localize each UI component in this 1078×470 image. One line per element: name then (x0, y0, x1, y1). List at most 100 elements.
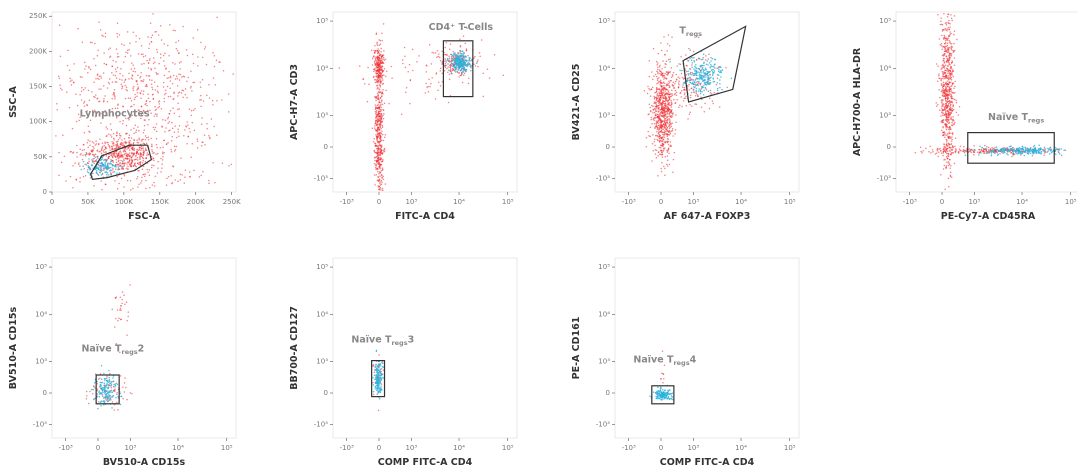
event-dot (184, 88, 187, 90)
event-dot (445, 42, 448, 44)
event-dot (685, 54, 687, 56)
event-dot (133, 159, 136, 161)
event-dot (698, 68, 701, 71)
event-dot (115, 161, 118, 164)
event-dot (213, 125, 215, 128)
event-dot (105, 151, 107, 153)
event-dot (104, 95, 106, 97)
event-dot (116, 134, 118, 137)
event-dot (652, 47, 655, 50)
event-dot (144, 160, 147, 163)
event-dot (653, 138, 656, 141)
event-dot (474, 55, 476, 58)
event-dot (120, 43, 123, 45)
event-dot (154, 61, 156, 63)
event-dot (147, 75, 150, 77)
event-dot (201, 117, 203, 119)
event-dot (380, 132, 383, 135)
event-dot (56, 108, 59, 111)
event-dot (1015, 153, 1017, 155)
event-dot (376, 87, 378, 90)
event-dot (91, 153, 94, 156)
event-dot (142, 173, 144, 176)
event-dot (666, 159, 669, 161)
event-dot (379, 134, 381, 137)
event-dot (462, 54, 465, 56)
event-dot (943, 57, 945, 60)
event-dot (676, 98, 678, 101)
event-dot (178, 115, 181, 118)
event-dot (79, 76, 82, 78)
event-dot (375, 130, 378, 132)
event-dot (194, 107, 196, 110)
event-dot (151, 34, 154, 37)
event-dot (951, 133, 954, 136)
event-dot (381, 181, 383, 183)
event-dot (110, 129, 113, 131)
event-dot (156, 48, 158, 51)
event-dot (143, 129, 145, 131)
event-dot (146, 152, 149, 154)
event-dot (658, 124, 660, 127)
event-dot (657, 155, 659, 157)
event-dot (950, 47, 952, 50)
event-dot (665, 78, 668, 80)
event-dot (953, 123, 955, 125)
event-dot (712, 80, 715, 83)
event-dot (152, 126, 155, 129)
event-dot (210, 118, 213, 120)
event-dot (133, 163, 136, 165)
event-dot (153, 164, 155, 167)
event-dot (381, 133, 384, 136)
event-dot (110, 134, 112, 136)
event-dot (667, 101, 669, 104)
event-dot (140, 180, 143, 182)
event-dot (941, 129, 943, 132)
event-dot (101, 158, 103, 160)
event-dot (695, 67, 697, 69)
y-tick-label: 200K (29, 47, 47, 55)
event-dot (140, 80, 142, 82)
event-dot (951, 46, 954, 48)
event-dot (669, 110, 671, 113)
x-axis-label: AF 647-A FOXP3 (664, 211, 751, 222)
event-dot (144, 85, 147, 87)
event-dot (106, 167, 109, 170)
event-dot (73, 82, 75, 84)
event-dot (656, 138, 658, 141)
event-dot (680, 56, 682, 58)
event-dot (121, 167, 123, 170)
event-dot (947, 110, 949, 112)
x-tick-label: -10³ (903, 198, 917, 206)
event-dot (1001, 150, 1003, 152)
event-dot (932, 150, 934, 153)
event-dot (164, 93, 166, 96)
event-dot (120, 135, 122, 137)
event-dot (378, 124, 381, 127)
event-dot (81, 86, 83, 89)
event-dot (669, 112, 671, 114)
event-dot (703, 64, 705, 67)
event-dot (380, 146, 383, 149)
event-dot (436, 49, 439, 52)
event-dot (127, 158, 129, 160)
event-dot (460, 57, 462, 60)
event-dot (150, 112, 152, 114)
event-dot (938, 151, 940, 153)
event-dot (659, 123, 662, 125)
event-dot (126, 52, 129, 54)
event-dot (89, 144, 91, 147)
event-dot (148, 169, 151, 171)
event-dot (142, 157, 145, 160)
event-dot (116, 140, 119, 143)
event-dot (373, 138, 375, 140)
event-dot (660, 120, 663, 123)
event-dot (381, 130, 383, 132)
event-dot (940, 43, 943, 45)
event-dot (98, 142, 100, 145)
event-dot (950, 62, 953, 64)
event-dot (172, 98, 174, 100)
event-dot (700, 82, 702, 85)
event-dot (161, 125, 163, 127)
event-dot (709, 70, 711, 73)
